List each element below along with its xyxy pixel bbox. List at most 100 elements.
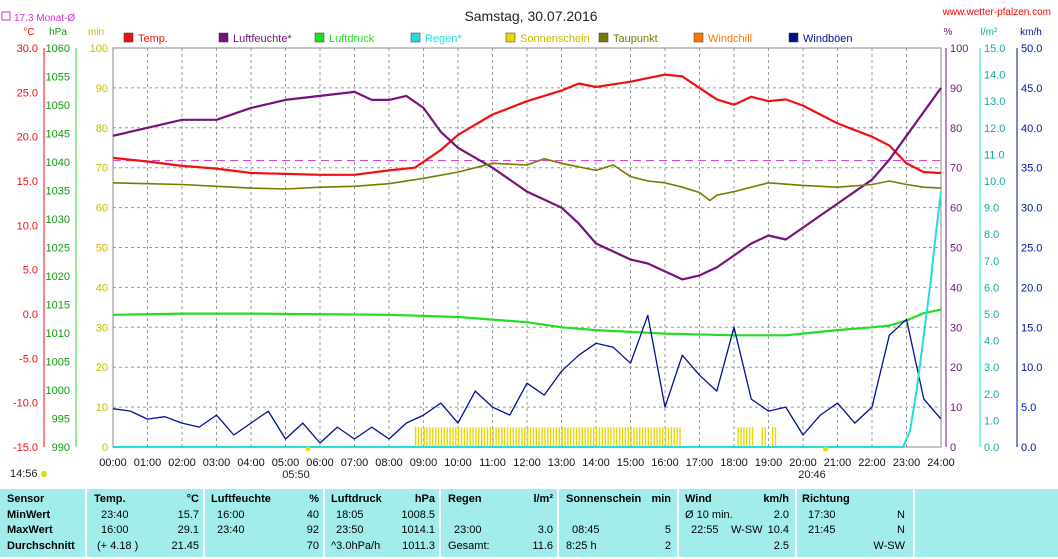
sunshine-bar <box>526 427 529 447</box>
legend-label-dewpoint: Taupunkt <box>613 33 658 45</box>
plot-area <box>112 73 942 452</box>
humidity-avg-value: 70 <box>306 540 319 552</box>
sunshine-bar <box>587 427 589 447</box>
tick-label-wind: 15.0 <box>1021 322 1042 334</box>
sunshine-bar <box>544 427 546 447</box>
tick-label-pressure: 1040 <box>46 157 70 169</box>
sunshine-bar <box>639 427 641 447</box>
axis-unit-humidity: % <box>944 27 953 38</box>
tick-label-x: 02:00 <box>168 457 196 469</box>
sunshine-bar <box>460 427 463 447</box>
tick-label-rain: 7.0 <box>984 256 999 268</box>
sunshine-bar <box>541 427 543 447</box>
sunshine-bar <box>593 427 595 447</box>
sunshine-bar <box>455 427 457 447</box>
sunshine-bar <box>676 427 678 447</box>
weather-chart: Samstag, 30.07.2016 www.wetter-pfalzen.c… <box>1 7 1051 481</box>
legend-label-wind: Windböen <box>803 33 853 45</box>
legend-swatch-dewpoint <box>598 32 609 43</box>
sunshine-bar <box>613 427 615 447</box>
tick-label-x: 20:00 <box>789 457 817 469</box>
axis-unit-rain: l/m² <box>981 27 998 38</box>
sunshine-bar <box>774 427 777 447</box>
sunshine-bar <box>662 427 664 447</box>
month-avg-marker-icon <box>1 11 11 21</box>
temp-max-time: 16:00 <box>101 524 129 536</box>
sunshine-bar <box>746 427 748 447</box>
table-section-spare <box>915 489 1058 557</box>
sunshine-bar <box>656 427 658 447</box>
sunshine-bar <box>647 427 650 447</box>
sunshine-bar <box>524 427 526 447</box>
table-section-rain: Regen l/m² 23:00 3.0 Gesamt: 11.6 <box>441 489 557 557</box>
tick-label-humidity: 10 <box>950 402 962 414</box>
sunshine-bar <box>604 427 606 447</box>
tick-label-x: 04:00 <box>237 457 265 469</box>
pressure-avg-value: 1011.3 <box>402 540 435 552</box>
legend-label-sunshine: Sonnenschein <box>520 33 590 45</box>
table-section-humidity: Luftfeuchte % 16:00 40 23:40 92 70 <box>205 489 323 557</box>
sunshine-bar <box>521 427 523 447</box>
wind-header: Wind <box>685 493 712 505</box>
tick-label-pressure: 1020 <box>46 271 70 283</box>
sunshine-bar <box>469 427 471 447</box>
sunshine-bar <box>598 427 601 447</box>
tick-label-rain: 4.0 <box>984 336 999 348</box>
tick-label-temp: 15.0 <box>17 176 38 188</box>
sunshine-bar <box>627 427 629 447</box>
legend-swatch-wind <box>788 32 799 43</box>
direction-max-time: 21:45 <box>808 524 836 536</box>
wind-day-avg-value: 2.5 <box>773 540 789 552</box>
tick-label-rain: 12.0 <box>984 123 1005 135</box>
pressure-max-value: 1014.1 <box>401 524 435 536</box>
sunshine-bar <box>751 427 754 447</box>
sunshine-bar <box>578 427 581 447</box>
pressure-min-time: 18:05 <box>336 509 364 521</box>
tick-label-wind: 35.0 <box>1021 163 1042 175</box>
legend-label-humidity: Luftfeuchte* <box>233 33 292 45</box>
sunshine-bar <box>535 427 537 447</box>
sunshine-bar <box>509 427 512 447</box>
tick-label-x: 13:00 <box>548 457 576 469</box>
sunshine-bar <box>529 427 532 447</box>
tick-label-x: 06:00 <box>306 457 334 469</box>
sunshine-header: Sonnenschein <box>566 493 642 505</box>
tick-label-x: 07:00 <box>341 457 369 469</box>
tick-label-wind: 20.0 <box>1021 282 1042 294</box>
sunshine-bar <box>564 427 566 447</box>
sunshine-bar <box>570 427 572 447</box>
humidity-unit: % <box>309 493 319 505</box>
tick-label-x: 24:00 <box>927 457 955 469</box>
legend-swatch-temp <box>123 32 134 43</box>
sunshine-total-hours: 8:25 h <box>566 540 597 552</box>
table-section-pressure: Luftdruck hPa 18:05 1008.5 23:50 1014.1 … <box>325 489 439 557</box>
tick-label-humidity: 20 <box>950 362 962 374</box>
tick-label-humidity: 80 <box>950 123 962 135</box>
tick-label-wind: 5.0 <box>1021 402 1036 414</box>
chart-grid <box>112 47 942 448</box>
tick-label-rain: 15.0 <box>984 43 1005 55</box>
tick-label-wind: 10.0 <box>1021 362 1042 374</box>
tick-label-wind: 25.0 <box>1021 243 1042 255</box>
tick-label-temp: 5.0 <box>23 265 38 277</box>
legend-swatch-humidity <box>218 32 229 43</box>
tick-label-pressure: 1000 <box>46 385 70 397</box>
axis-unit-sunshine: min <box>88 27 104 38</box>
tick-label-wind: 45.0 <box>1021 83 1042 95</box>
temp-avg-note: (+ 4.18 ) <box>97 540 139 552</box>
tick-label-humidity: 60 <box>950 203 962 215</box>
tick-label-x: 21:00 <box>824 457 852 469</box>
tick-label-rain: 0.0 <box>984 442 999 454</box>
sunshine-max-value: 5 <box>664 524 671 536</box>
tick-label-wind: 0.0 <box>1021 442 1036 454</box>
legend-swatch-sunshine <box>505 32 516 43</box>
wind-max-value: 10.4 <box>767 524 789 536</box>
wind-avg10-value: 2.0 <box>773 509 789 521</box>
sunshine-bar <box>636 427 638 447</box>
tick-label-temp: 0.0 <box>23 309 38 321</box>
stats-table: Sensor MinWert MaxWert Durchschnitt Temp… <box>0 487 1058 559</box>
tick-label-x: 09:00 <box>410 457 438 469</box>
humidity-min-value: 40 <box>306 509 319 521</box>
tick-label-x: 10:00 <box>444 457 472 469</box>
humidity-max-time: 23:40 <box>217 524 245 536</box>
